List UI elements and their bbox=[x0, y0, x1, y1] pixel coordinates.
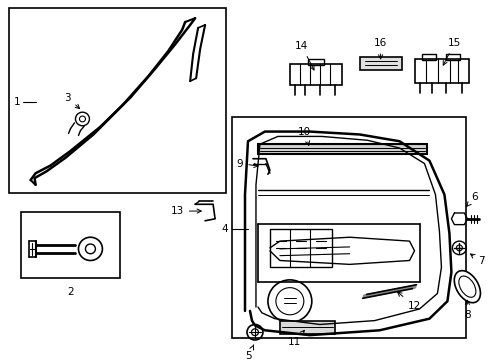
Bar bbox=[232, 117, 466, 338]
Text: 10: 10 bbox=[298, 127, 311, 145]
Bar bbox=[258, 144, 427, 154]
Ellipse shape bbox=[453, 271, 479, 303]
Text: 13: 13 bbox=[170, 206, 201, 216]
Bar bbox=[422, 54, 436, 60]
Text: 5: 5 bbox=[245, 345, 253, 360]
Bar bbox=[307, 59, 323, 65]
Text: 14: 14 bbox=[295, 41, 313, 70]
Text: 16: 16 bbox=[373, 39, 386, 59]
Text: 4: 4 bbox=[221, 224, 228, 234]
Bar bbox=[359, 57, 401, 69]
Bar bbox=[446, 54, 459, 60]
Text: 6: 6 bbox=[466, 193, 477, 207]
Text: 8: 8 bbox=[463, 300, 470, 320]
Bar bbox=[289, 64, 341, 85]
Text: 11: 11 bbox=[287, 330, 304, 347]
Bar bbox=[414, 59, 468, 83]
Text: 7: 7 bbox=[469, 254, 484, 266]
Text: 1: 1 bbox=[13, 98, 20, 108]
Text: 15: 15 bbox=[442, 39, 460, 65]
Text: 12: 12 bbox=[397, 292, 420, 311]
Bar bbox=[279, 321, 334, 334]
Text: 3: 3 bbox=[64, 93, 80, 109]
Bar bbox=[9, 8, 225, 193]
Text: 2: 2 bbox=[67, 287, 74, 297]
Bar bbox=[269, 229, 331, 267]
Text: 9: 9 bbox=[236, 158, 258, 168]
Bar bbox=[20, 212, 120, 278]
Ellipse shape bbox=[458, 276, 475, 297]
